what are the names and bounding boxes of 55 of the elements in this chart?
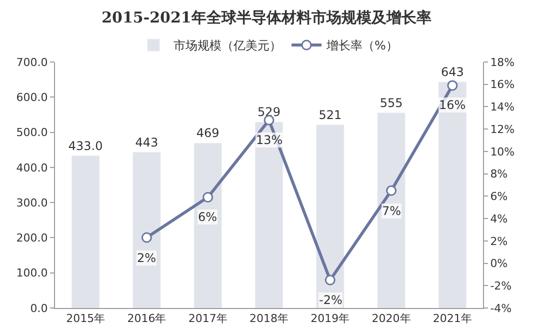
data-label: 643	[440, 65, 464, 80]
y-tick-label: 0.0	[30, 302, 48, 315]
y-tick-label: 500.0	[16, 126, 48, 140]
y2-tick-label: 6%	[490, 190, 508, 204]
data-label: 521	[318, 108, 342, 122]
y-tick-label: 100.0	[16, 266, 48, 280]
bar	[194, 142, 222, 308]
data-label: 6%	[198, 210, 218, 224]
data-label: 2%	[137, 251, 156, 265]
data-label: 443	[135, 135, 158, 150]
x-tick-label: 2018年	[250, 312, 288, 326]
legend-label: 市场规模（亿美元）	[174, 38, 282, 53]
y-tick-label: 300.0	[16, 196, 48, 210]
y-tick-label: 400.0	[16, 161, 48, 174]
x-tick-label: 2015年	[66, 312, 106, 326]
bar	[377, 112, 406, 308]
x-tick-label: 2021年	[432, 312, 472, 326]
data-label: 433.0	[68, 138, 103, 153]
data-label: 469	[196, 126, 220, 140]
bar	[72, 156, 100, 308]
x-tick-label: 2019年	[310, 312, 350, 326]
y2-tick-label: -4%	[490, 302, 512, 315]
data-label: 7%	[382, 204, 402, 218]
bar	[316, 124, 344, 308]
x-tick-label: 2016年	[127, 312, 166, 326]
y2-tick-label: 18%	[490, 56, 515, 69]
point	[202, 192, 214, 203]
data-label: 16%	[439, 98, 466, 112]
y-tick-label: 200.0	[16, 232, 48, 245]
point	[386, 185, 397, 196]
y2-tick-label: -2%	[490, 279, 512, 292]
y2-tick-label: 2%	[490, 234, 508, 248]
data-label: -2%	[319, 293, 342, 307]
y2-tick-label: 10%	[490, 145, 515, 158]
y2-tick-label: 16%	[490, 78, 515, 92]
x-tick-label: 2020年	[372, 312, 411, 326]
y2-tick-label: 0%	[490, 257, 508, 270]
y2-tick-label: 12%	[490, 122, 515, 136]
point	[141, 232, 152, 243]
data-label: 529	[258, 105, 280, 120]
y2-tick-label: 4%	[490, 212, 508, 226]
y-tick-label: 700.0	[16, 56, 48, 69]
data-label: 13%	[256, 133, 283, 147]
chart-title: 2015-2021年全球半导体材料市场规模及增长率	[102, 8, 432, 26]
y2-tick-label: 8%	[490, 168, 508, 181]
y-tick-label: 600.0	[16, 90, 48, 104]
y2-tick-label: 14%	[490, 100, 515, 114]
legend-label: 增长率（%）	[326, 38, 398, 53]
bar	[438, 82, 466, 308]
x-tick-label: 2017年	[188, 312, 228, 326]
bar	[132, 152, 161, 308]
bar	[254, 122, 284, 308]
point	[447, 80, 458, 91]
data-label: 555	[380, 96, 403, 110]
point	[324, 274, 336, 286]
